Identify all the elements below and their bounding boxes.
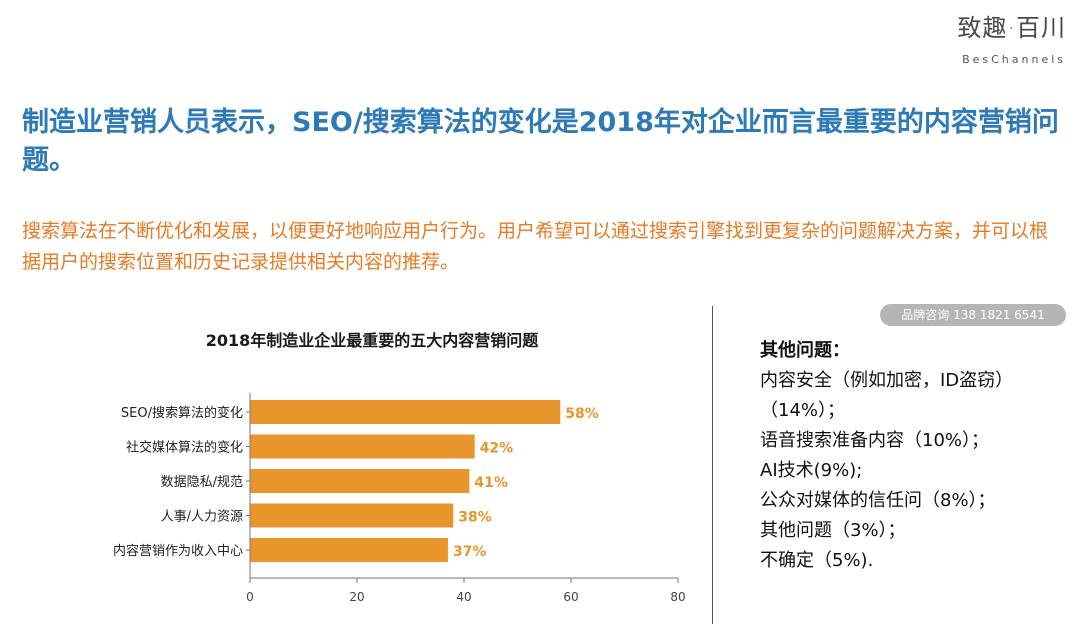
other-issue-item: 语音搜索准备内容（10%）；	[760, 430, 990, 451]
logo-chinese-text: 致趣·百川	[957, 14, 1066, 42]
data-label: 58%	[565, 406, 599, 422]
x-tick-label: 40	[456, 590, 471, 604]
bar	[250, 434, 475, 459]
category-label: 内容营销作为收入中心	[113, 543, 243, 559]
other-issue-item: AI技术(9%);	[760, 460, 863, 481]
other-issue-item: 不确定（5%).	[760, 550, 874, 571]
category-label: 人事/人力资源	[161, 510, 243, 525]
bar	[250, 400, 561, 424]
bar-chart: 2018年制造业企业最重要的五大内容营销问题 SEO/搜索算法的变化 58% 社交媒…	[113, 331, 686, 604]
bar	[250, 538, 448, 562]
other-issue-item: 其他问题（3%）；	[760, 520, 906, 541]
bar	[250, 503, 454, 528]
vertical-divider	[712, 306, 713, 624]
page-subtext: 搜索算法在不断优化和发展，以便更好地响应用户行为。用户希望可以通过搜索引擎找到更…	[22, 220, 1049, 273]
other-issues-list: 内容安全（例如加密，ID盗窃）（14%）； 语音搜索准备内容（10%）； AI技…	[760, 366, 1060, 576]
x-tick-label: 0	[246, 590, 254, 604]
x-tick-label: 80	[670, 590, 685, 604]
bar	[250, 469, 470, 493]
data-label: 41%	[474, 475, 508, 491]
brand-logo: 致趣·百川 BesChannels	[957, 8, 1066, 66]
x-tick-label: 20	[349, 590, 364, 604]
chart-title: 2018年制造业企业最重要的五大内容营销问题	[206, 331, 540, 350]
category-label: SEO/搜索算法的变化	[121, 405, 243, 421]
category-label: 社交媒体算法的变化	[126, 440, 243, 456]
other-issue-item: 公众对媒体的信任问（8%）；	[760, 490, 996, 511]
other-issues-title: 其他问题：	[760, 340, 850, 361]
data-label: 42%	[480, 441, 514, 457]
data-label: 37%	[453, 544, 487, 560]
other-issues-panel: 其他问题： 内容安全（例如加密，ID盗窃）（14%）； 语音搜索准备内容（10%…	[760, 336, 1060, 576]
x-tick-label: 60	[563, 590, 578, 604]
watermark-badge: 品牌咨询 138 1821 6541	[880, 304, 1066, 326]
other-issue-item: 内容安全（例如加密，ID盗窃）（14%）；	[760, 370, 1014, 421]
category-label: 数据隐私/规范	[161, 475, 243, 490]
data-label: 38%	[458, 510, 492, 526]
page-headline: 制造业营销人员表示，SEO/搜索算法的变化是2018年对企业而言最重要的内容营销…	[22, 107, 1059, 176]
logo-english-text: BesChannels	[962, 53, 1066, 66]
